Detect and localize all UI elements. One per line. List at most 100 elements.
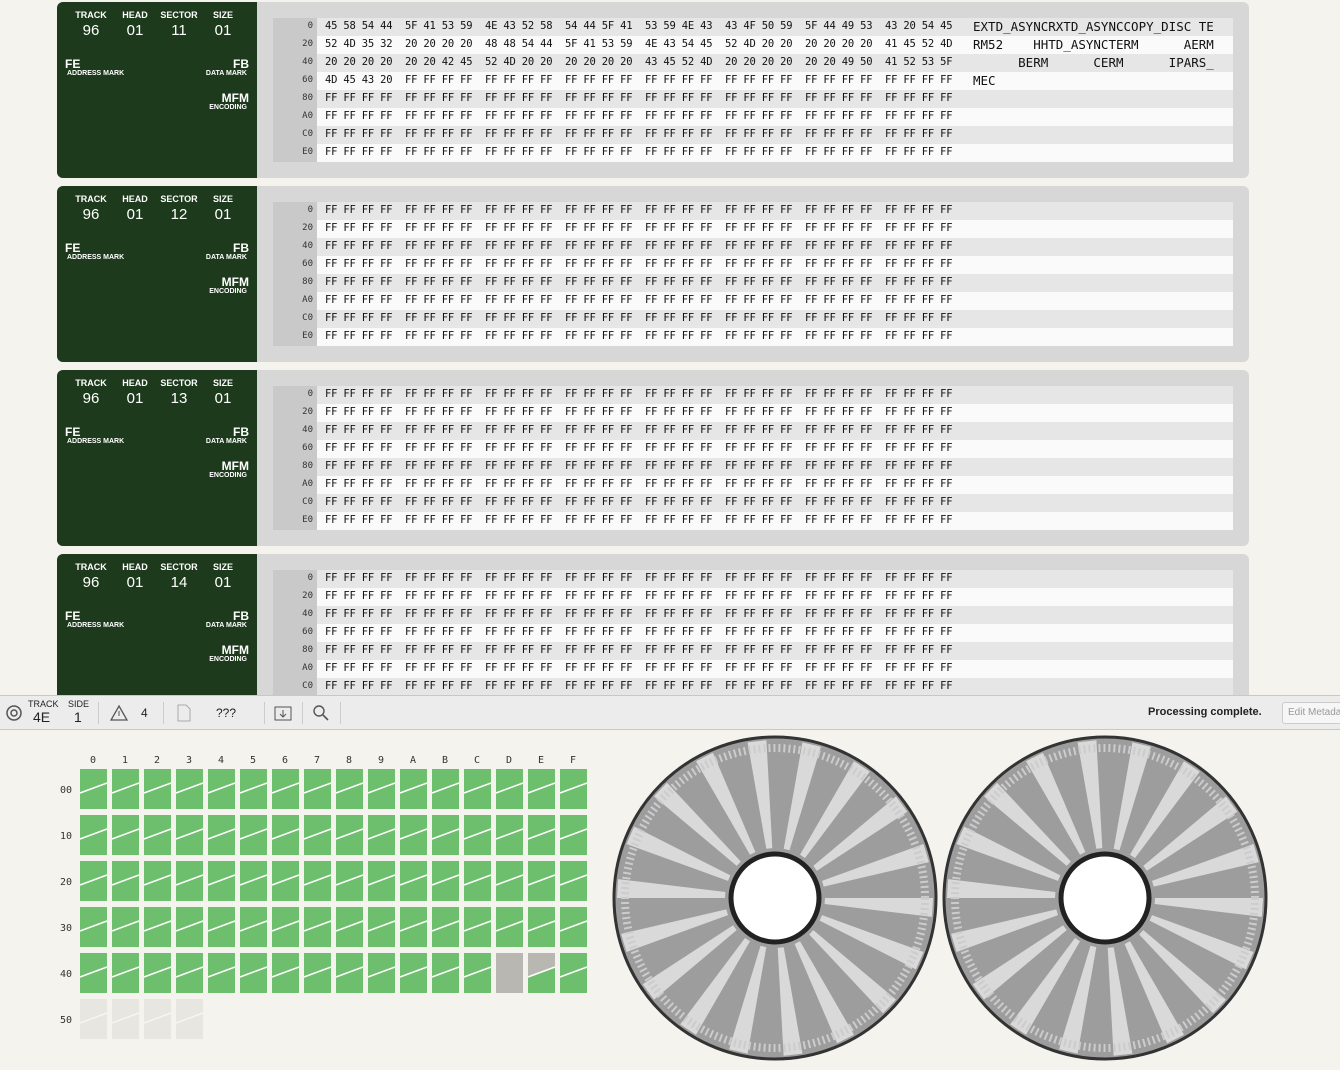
track-cell[interactable]: [175, 815, 204, 855]
track-cell[interactable]: [527, 769, 556, 809]
track-cell[interactable]: [335, 953, 364, 993]
track-cell[interactable]: [463, 815, 492, 855]
cell-bg: [272, 861, 299, 901]
hex-group: FF FF FF FF: [485, 442, 553, 454]
track-cell[interactable]: [239, 907, 268, 947]
track-cell[interactable]: [399, 907, 428, 947]
track-cell[interactable]: [79, 999, 108, 1039]
track-cell[interactable]: [399, 769, 428, 809]
track-cell[interactable]: [143, 907, 172, 947]
track-cell[interactable]: [143, 861, 172, 901]
track-cell[interactable]: [79, 907, 108, 947]
track-cell[interactable]: [335, 769, 364, 809]
track-cell[interactable]: [271, 769, 300, 809]
disk-icon[interactable]: [5, 704, 23, 722]
track-cell[interactable]: [111, 769, 140, 809]
track-cell[interactable]: [111, 815, 140, 855]
track-cell[interactable]: [559, 861, 588, 901]
track-cell[interactable]: [367, 769, 396, 809]
track-cell[interactable]: [303, 907, 332, 947]
track-cell[interactable]: [431, 953, 460, 993]
track-cell[interactable]: [463, 953, 492, 993]
track-cell[interactable]: [367, 907, 396, 947]
track-cell[interactable]: [559, 815, 588, 855]
track-cell[interactable]: [559, 953, 588, 993]
track-cell[interactable]: [207, 815, 236, 855]
track-cell[interactable]: [495, 815, 524, 855]
track-cell[interactable]: [271, 953, 300, 993]
cell-line: [79, 920, 108, 932]
track-cell[interactable]: [527, 953, 556, 993]
track-cell[interactable]: [367, 815, 396, 855]
track-cell[interactable]: [143, 953, 172, 993]
track-cell[interactable]: [175, 999, 204, 1039]
track-cell[interactable]: [79, 861, 108, 901]
track-cell[interactable]: [431, 907, 460, 947]
track-cell[interactable]: [431, 769, 460, 809]
track-cell[interactable]: [239, 861, 268, 901]
track-cell[interactable]: [175, 769, 204, 809]
track-cell[interactable]: [207, 861, 236, 901]
cell-line: [271, 966, 300, 978]
track-cell[interactable]: [175, 907, 204, 947]
track-cell[interactable]: [495, 907, 524, 947]
track-cell[interactable]: [367, 861, 396, 901]
track-cell[interactable]: [463, 861, 492, 901]
track-cell[interactable]: [431, 815, 460, 855]
track-cell[interactable]: [143, 815, 172, 855]
search-icon[interactable]: [312, 704, 330, 722]
export-icon[interactable]: [274, 705, 292, 721]
track-cell[interactable]: [111, 999, 140, 1039]
track-cell[interactable]: [271, 815, 300, 855]
hex-group: FF FF FF FF: [405, 240, 473, 252]
track-cell[interactable]: [303, 861, 332, 901]
track-cell[interactable]: [79, 953, 108, 993]
track-cell[interactable]: [495, 861, 524, 901]
warning-icon[interactable]: [110, 704, 128, 722]
file-icon[interactable]: [177, 704, 191, 722]
hex-group: FF FF FF FF: [885, 626, 953, 638]
track-cell[interactable]: [431, 861, 460, 901]
track-cell[interactable]: [207, 769, 236, 809]
track-cell[interactable]: [207, 953, 236, 993]
track-cell[interactable]: [399, 861, 428, 901]
track-cell[interactable]: [239, 953, 268, 993]
track-cell[interactable]: [527, 861, 556, 901]
cell-bg: [112, 861, 139, 901]
track-cell[interactable]: [79, 769, 108, 809]
hex-group: FF FF FF FF: [565, 406, 633, 418]
track-cell[interactable]: [335, 861, 364, 901]
track-cell[interactable]: [303, 769, 332, 809]
hex-group: FF FF FF FF: [805, 330, 873, 342]
track-cell[interactable]: [143, 999, 172, 1039]
track-cell[interactable]: [496, 953, 523, 993]
track-cell[interactable]: [175, 953, 204, 993]
cell-bg: [144, 769, 171, 809]
track-cell[interactable]: [175, 861, 204, 901]
track-cell[interactable]: [559, 907, 588, 947]
track-cell[interactable]: [463, 769, 492, 809]
track-cell[interactable]: [271, 861, 300, 901]
edit-metadata-button[interactable]: Edit Metadata: [1282, 702, 1340, 724]
track-cell[interactable]: [111, 953, 140, 993]
track-cell[interactable]: [463, 907, 492, 947]
track-cell[interactable]: [527, 815, 556, 855]
track-cell[interactable]: [303, 953, 332, 993]
track-cell[interactable]: [559, 769, 588, 809]
track-cell[interactable]: [271, 907, 300, 947]
track-cell[interactable]: [303, 815, 332, 855]
track-cell[interactable]: [335, 907, 364, 947]
track-cell[interactable]: [111, 907, 140, 947]
track-cell[interactable]: [111, 861, 140, 901]
track-cell[interactable]: [79, 815, 108, 855]
track-cell[interactable]: [239, 769, 268, 809]
track-cell[interactable]: [527, 907, 556, 947]
track-cell[interactable]: [367, 953, 396, 993]
track-cell[interactable]: [335, 815, 364, 855]
track-cell[interactable]: [143, 769, 172, 809]
track-cell[interactable]: [399, 953, 428, 993]
track-cell[interactable]: [495, 769, 524, 809]
track-cell[interactable]: [399, 815, 428, 855]
track-cell[interactable]: [207, 907, 236, 947]
track-cell[interactable]: [239, 815, 268, 855]
